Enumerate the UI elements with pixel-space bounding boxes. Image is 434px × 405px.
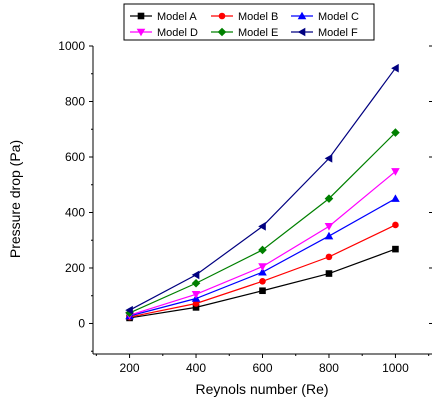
y-tick-label: 1000 [58,39,85,53]
legend-item: Model A [130,11,197,23]
legend-marker [217,27,227,37]
data-point [324,194,334,203]
legend-label: Model D [157,27,198,39]
data-point [324,223,334,231]
legend-item: Model B [211,11,278,23]
legend-label: Model C [318,11,359,23]
x-ticks: 200 400 600 800 1000 [95,354,430,375]
legend-label: Model B [238,11,278,23]
legend-label: Model F [318,27,358,39]
data-point [325,253,333,261]
data-point [191,270,200,280]
plot-frame [92,46,432,355]
legend-marker [297,11,307,20]
x-tick-label: 600 [252,361,272,375]
legend-item: Model D [130,27,198,39]
data-point [258,222,266,231]
data-point [391,168,400,176]
y-axis-label: Pressure drop (Pa) [7,140,23,258]
legend-marker [218,12,226,20]
series-line [129,198,396,317]
series-line [129,132,396,314]
data-point [125,305,133,315]
data-point [391,194,400,202]
x-tick-label: 200 [120,361,140,375]
y-tick-label: 0 [78,316,85,330]
data-point [192,300,200,307]
data-point [391,63,399,73]
series-model-b [126,221,399,321]
legend-label: Model E [238,27,278,39]
series-model-c [125,194,400,320]
y-tick-label: 600 [65,150,85,164]
x-tick-label: 1000 [382,361,409,375]
legend: Model A Model B Model C Model D Model E Model… [123,3,375,41]
data-point [258,263,267,271]
y-ticks: 0 200 400 600 800 1000 [58,39,432,352]
data-point [392,221,399,229]
data-point [324,231,334,240]
legend-item: Model F [291,27,358,39]
y-tick-label: 400 [65,205,85,219]
legend-marker [136,28,146,37]
data-point [392,245,399,253]
legend-marker [297,27,306,37]
data-point [324,154,333,163]
x-tick-label: 800 [319,361,339,375]
data-point [259,287,266,295]
data-point [259,278,266,285]
y-tick-label: 200 [65,261,85,275]
series-model-f [125,63,399,315]
data-point [258,267,267,276]
legend-item: Model C [291,11,359,23]
data-point [391,128,400,137]
legend-box [123,3,375,41]
legend-item: Model E [211,27,278,39]
series-layer [125,63,400,322]
data-point [258,245,267,255]
legend-label: Model A [157,11,197,23]
data-point [191,291,201,299]
x-axis-label: Reynols number (Re) [195,381,328,397]
data-point [325,270,333,277]
legend-marker [137,12,145,20]
data-point [191,278,201,288]
y-tick-label: 800 [65,94,85,108]
x-tick-label: 400 [186,361,206,375]
